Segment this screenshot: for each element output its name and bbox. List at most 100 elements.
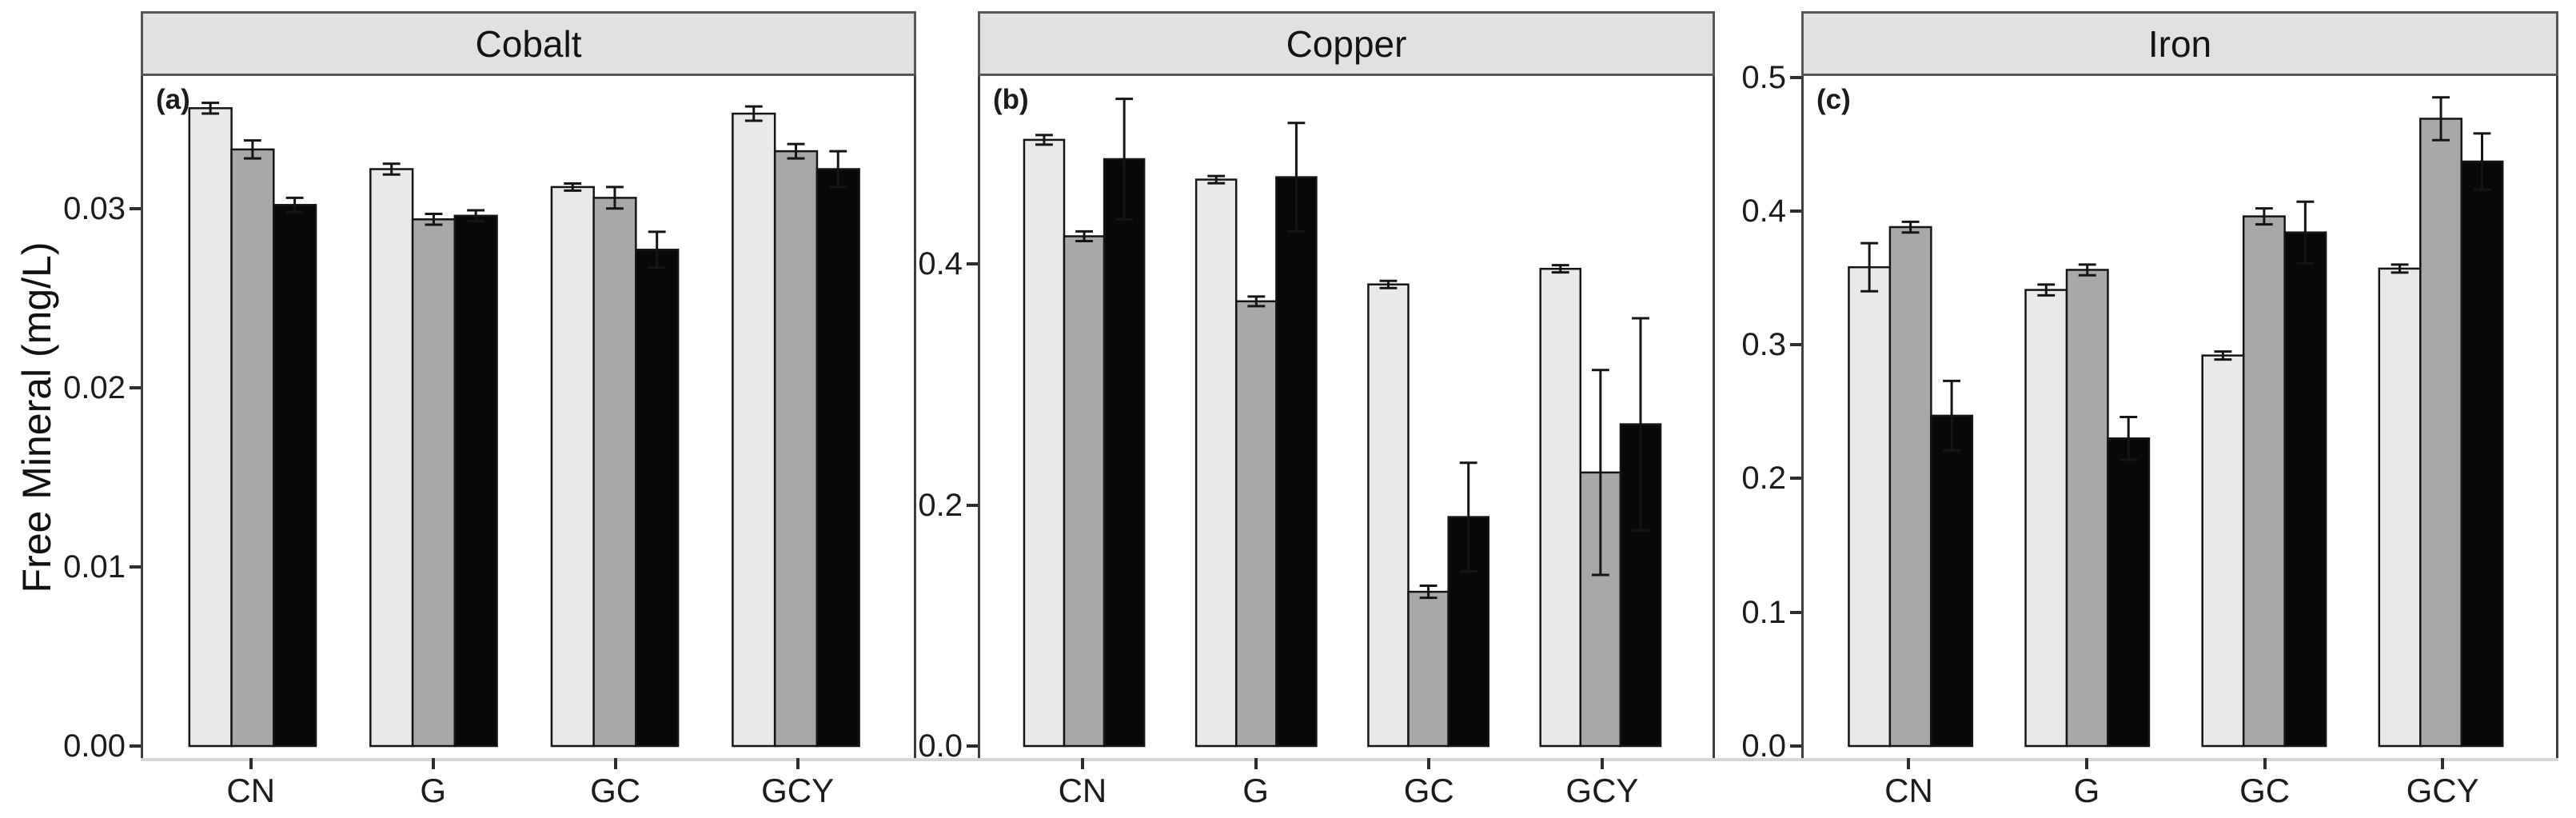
bar-cobalt-gcy-medium-gray [773, 150, 819, 748]
bar-iron-gc-medium-gray [2242, 215, 2286, 748]
x-axis-line [141, 758, 2558, 761]
x-tick-label-iron-gcy: GCY [2406, 772, 2479, 809]
bar-copper-g-medium-gray [1235, 300, 1278, 748]
errorbar-copper-gcy-light-gray [1551, 264, 1569, 274]
x-tick-label-cobalt-g: G [420, 772, 447, 809]
subplot-label-copper: (b) [993, 84, 1029, 115]
y-tick-mark-iron-0 [1790, 744, 1801, 748]
x-tick-label-iron-g: G [2073, 772, 2100, 809]
y-tick-label-cobalt-0: 0.00 [63, 728, 126, 764]
errorbar-cobalt-g-light-gray [382, 162, 401, 176]
x-tick-label-cobalt-cn: CN [226, 772, 276, 809]
errorbar-cobalt-gc-light-gray [564, 182, 582, 192]
y-tick-label-copper-1: 0.2 [918, 487, 963, 523]
bar-cobalt-gc-black [635, 249, 680, 748]
y-tick-label-iron-1: 0.1 [1741, 594, 1786, 630]
bar-iron-gc-light-gray [2201, 354, 2245, 748]
bar-iron-gcy-black [2460, 160, 2504, 748]
errorbar-copper-cn-light-gray [1035, 134, 1053, 146]
y-tick-mark-iron-3 [1790, 343, 1801, 347]
x-tick-mark-iron-gcy [2441, 758, 2445, 769]
x-tick-label-copper-cn: CN [1058, 772, 1107, 809]
x-tick-label-cobalt-gc: GC [590, 772, 641, 809]
y-tick-label-iron-5: 0.5 [1741, 59, 1786, 95]
errorbar-iron-gcy-medium-gray [2432, 96, 2450, 142]
plot-area-cobalt: (a) [141, 76, 916, 758]
y-tick-label-iron-2: 0.2 [1741, 461, 1786, 497]
errorbar-copper-cn-medium-gray [1075, 229, 1094, 242]
x-tick-mark-cobalt-gc [613, 758, 617, 769]
errorbar-copper-g-light-gray [1207, 174, 1226, 185]
bar-copper-cn-medium-gray [1063, 235, 1106, 748]
errorbar-cobalt-cn-light-gray [201, 102, 220, 115]
panel-strip-title-copper: Copper [1286, 22, 1407, 65]
x-tick-mark-cobalt-gcy [796, 758, 800, 769]
y-tick-mark-copper-1 [967, 503, 978, 507]
bar-iron-cn-medium-gray [1888, 225, 1932, 748]
subplot-label-iron: (c) [1816, 84, 1851, 115]
errorbar-cobalt-g-medium-gray [425, 213, 443, 226]
bar-cobalt-g-light-gray [369, 168, 414, 748]
errorbar-copper-cn-black [1115, 98, 1134, 221]
y-tick-mark-cobalt-0 [130, 744, 141, 748]
bar-cobalt-gc-medium-gray [592, 197, 637, 748]
x-tick-mark-cobalt-g [431, 758, 435, 769]
bar-cobalt-cn-black [273, 204, 317, 748]
y-tick-mark-iron-4 [1790, 209, 1801, 213]
bar-iron-g-light-gray [2024, 289, 2068, 748]
panel-strip-copper: Copper [978, 11, 1715, 76]
errorbar-copper-g-black [1287, 122, 1306, 233]
bar-iron-g-black [2107, 437, 2151, 748]
errorbar-copper-gcy-black [1632, 317, 1649, 532]
y-tick-label-cobalt-3: 0.03 [63, 190, 126, 226]
x-tick-mark-cobalt-cn [249, 758, 253, 769]
bar-iron-gcy-medium-gray [2419, 118, 2462, 748]
bar-copper-g-light-gray [1194, 178, 1238, 748]
errorbar-iron-gcy-black [2473, 132, 2491, 191]
subplot-label-cobalt: (a) [156, 84, 190, 115]
y-tick-mark-iron-2 [1790, 477, 1801, 481]
errorbar-copper-gc-black [1459, 461, 1477, 573]
y-tick-label-iron-4: 0.4 [1741, 193, 1786, 229]
errorbar-iron-cn-light-gray [1860, 241, 1879, 293]
errorbar-cobalt-cn-medium-gray [243, 139, 261, 160]
bar-cobalt-gc-light-gray [550, 186, 595, 748]
bar-cobalt-gcy-light-gray [732, 112, 776, 748]
panel-strip-title-cobalt: Cobalt [475, 22, 582, 65]
bar-iron-gc-black [2283, 231, 2327, 748]
bar-copper-g-black [1275, 176, 1318, 748]
x-tick-label-cobalt-gcy: GCY [761, 772, 835, 809]
x-tick-label-iron-gc: GC [2239, 772, 2291, 809]
errorbar-copper-gcy-medium-gray [1591, 369, 1609, 577]
errorbar-cobalt-gc-medium-gray [606, 186, 624, 210]
x-tick-mark-copper-g [1254, 758, 1258, 769]
errorbar-cobalt-g-black [467, 209, 485, 222]
errorbar-copper-gc-light-gray [1379, 279, 1398, 289]
bar-cobalt-g-black [453, 214, 498, 748]
bar-copper-gc-medium-gray [1407, 590, 1449, 748]
bar-cobalt-g-medium-gray [411, 218, 457, 748]
x-tick-label-copper-g: G [1242, 772, 1269, 809]
bars-svg-iron [1848, 96, 2504, 748]
x-tick-mark-iron-gc [2263, 758, 2267, 769]
errorbar-iron-gcy-light-gray [2391, 263, 2409, 274]
errorbar-iron-g-medium-gray [2078, 263, 2096, 277]
y-tick-mark-cobalt-1 [130, 565, 141, 569]
bar-iron-gcy-light-gray [2378, 267, 2422, 748]
y-axis-title: Free Mineral (mg/L) [14, 241, 59, 593]
bar-iron-cn-light-gray [1848, 265, 1892, 748]
bar-copper-cn-light-gray [1023, 138, 1066, 748]
y-tick-label-copper-0: 0.0 [918, 728, 963, 764]
errorbar-iron-gc-black [2296, 200, 2315, 265]
errorbar-iron-cn-medium-gray [1901, 220, 1920, 234]
bar-cobalt-cn-light-gray [188, 107, 233, 748]
y-tick-label-copper-2: 0.4 [918, 246, 963, 282]
bar-cobalt-cn-medium-gray [230, 148, 275, 748]
y-tick-mark-copper-0 [967, 744, 978, 748]
bar-copper-cn-black [1103, 158, 1146, 748]
y-tick-label-iron-3: 0.3 [1741, 327, 1786, 363]
panel-strip-cobalt: Cobalt [141, 11, 916, 76]
errorbar-cobalt-gc-black [648, 230, 666, 269]
bar-copper-gc-light-gray [1367, 283, 1410, 748]
